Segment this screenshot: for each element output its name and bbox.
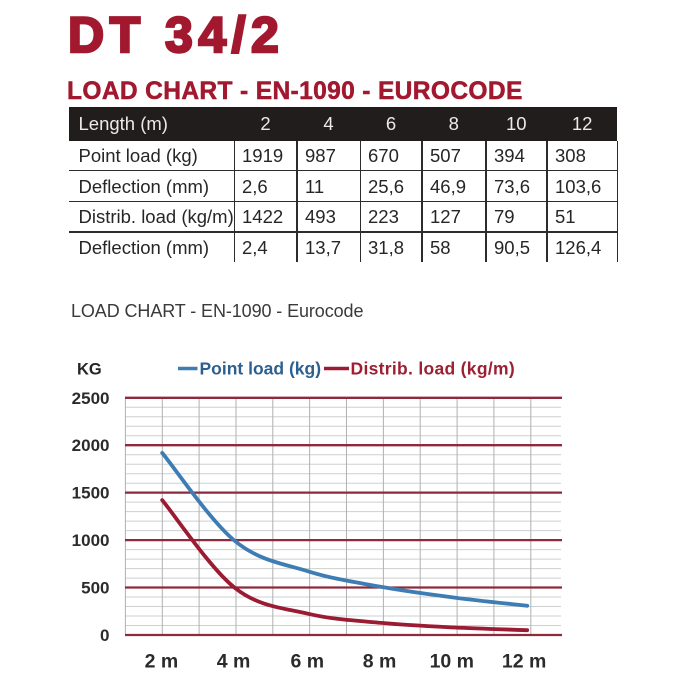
svg-text:Point load (kg): Point load (kg) — [200, 359, 322, 379]
svg-text:1000: 1000 — [72, 531, 110, 550]
svg-text:2 m: 2 m — [145, 651, 179, 673]
svg-text:6 m: 6 m — [290, 651, 324, 673]
svg-text:12 m: 12 m — [502, 651, 546, 673]
svg-text:0: 0 — [100, 626, 109, 645]
svg-text:4 m: 4 m — [217, 651, 251, 673]
svg-text:10 m: 10 m — [430, 651, 474, 673]
svg-text:2000: 2000 — [72, 436, 110, 455]
svg-text:8 m: 8 m — [363, 651, 397, 673]
svg-text:500: 500 — [81, 579, 109, 598]
svg-text:2500: 2500 — [72, 389, 110, 408]
svg-text:1500: 1500 — [72, 484, 110, 503]
svg-text:Distrib. load (kg/m): Distrib. load (kg/m) — [351, 359, 515, 379]
svg-text:KG: KG — [77, 361, 102, 379]
